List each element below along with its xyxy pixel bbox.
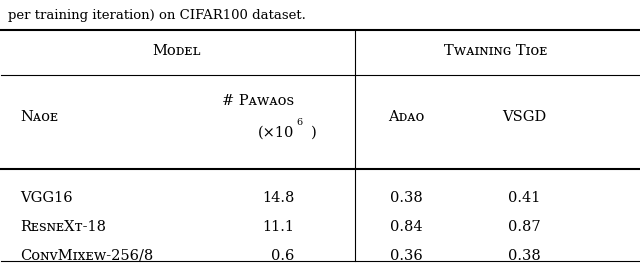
- Text: 0.6: 0.6: [271, 249, 294, 263]
- Text: 0.38: 0.38: [508, 249, 540, 263]
- Text: per training iteration) on CIFAR100 dataset.: per training iteration) on CIFAR100 data…: [8, 9, 306, 22]
- Text: 0.87: 0.87: [508, 220, 540, 234]
- Text: (×10: (×10: [258, 126, 294, 140]
- Text: 14.8: 14.8: [262, 191, 294, 205]
- Text: 0.84: 0.84: [390, 220, 422, 234]
- Text: 0.36: 0.36: [390, 249, 422, 263]
- Text: 6: 6: [296, 118, 303, 127]
- Text: VGG16: VGG16: [20, 191, 73, 205]
- Text: CᴏɴᴠMɪxᴇᴡ-256/8: CᴏɴᴠMɪxᴇᴡ-256/8: [20, 249, 154, 263]
- Text: 0.38: 0.38: [390, 191, 422, 205]
- Text: VSGD: VSGD: [502, 110, 546, 124]
- Text: 0.41: 0.41: [508, 191, 540, 205]
- Text: RᴇsɴᴇXᴛ-18: RᴇsɴᴇXᴛ-18: [20, 220, 106, 234]
- Text: 11.1: 11.1: [262, 220, 294, 234]
- Text: Tᴡᴀɪɴɪɴɢ Tɪᴏᴇ: Tᴡᴀɪɴɪɴɢ Tɪᴏᴇ: [444, 44, 547, 58]
- Text: # Pᴀᴡᴀᴏs: # Pᴀᴡᴀᴏs: [222, 94, 294, 108]
- Text: Aᴅᴀᴏ: Aᴅᴀᴏ: [388, 110, 424, 124]
- Text: ): ): [310, 126, 316, 140]
- Text: Nᴀᴏᴇ: Nᴀᴏᴇ: [20, 110, 59, 124]
- Text: Mᴏᴅᴇʟ: Mᴏᴅᴇʟ: [152, 44, 201, 58]
